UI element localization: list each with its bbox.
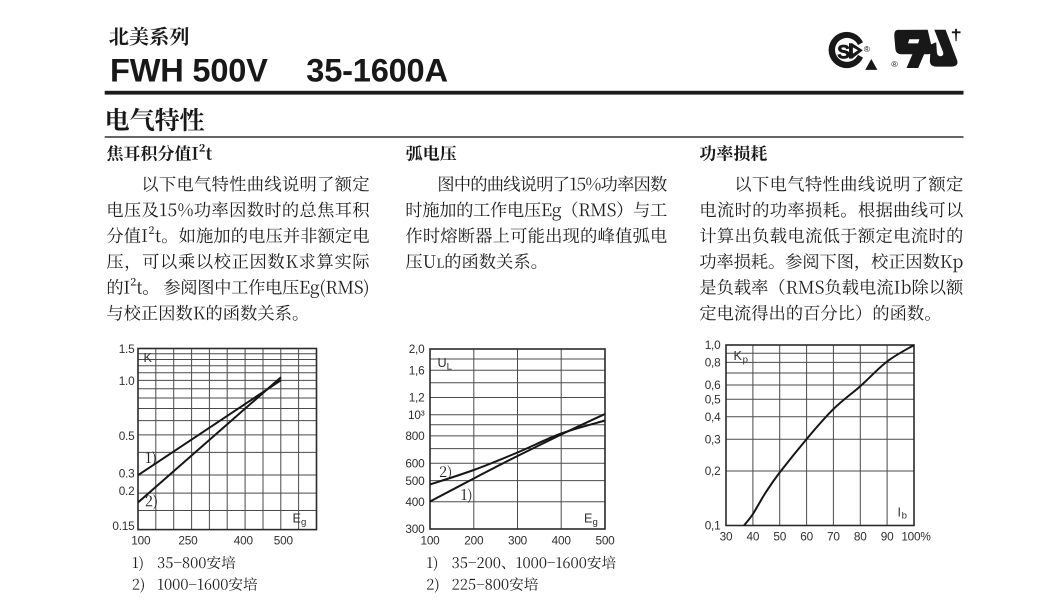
svg-text:80: 80 — [854, 530, 867, 544]
svg-text:0,4: 0,4 — [705, 410, 721, 424]
svg-text:U: U — [438, 356, 447, 370]
svg-text:400: 400 — [234, 534, 254, 548]
svg-text:0,3: 0,3 — [705, 433, 721, 447]
svg-text:E: E — [584, 512, 592, 526]
svg-text:100: 100 — [131, 534, 151, 548]
svg-text:40: 40 — [747, 530, 760, 544]
svg-text:®: ® — [891, 59, 898, 69]
svg-text:1.5: 1.5 — [119, 342, 135, 356]
svg-text:g: g — [301, 517, 306, 528]
svg-text:E: E — [293, 512, 301, 526]
svg-text:70: 70 — [827, 530, 840, 544]
svg-text:1,0: 1,0 — [705, 338, 721, 352]
svg-text:400: 400 — [552, 533, 572, 547]
svg-text:K: K — [144, 351, 153, 365]
svg-text:1,2: 1,2 — [409, 391, 425, 405]
svg-text:90: 90 — [881, 530, 894, 544]
svg-text:0,6: 0,6 — [705, 378, 721, 392]
svg-text:0.3: 0.3 — [119, 467, 135, 481]
svg-text:600: 600 — [405, 456, 425, 470]
svg-text:FWH 500V: FWH 500V — [110, 52, 268, 89]
svg-text:®: ® — [864, 44, 871, 54]
svg-text:1,6: 1,6 — [409, 363, 425, 377]
svg-text:g: g — [593, 517, 598, 528]
svg-text:b: b — [902, 511, 907, 522]
svg-text:0.2: 0.2 — [119, 484, 135, 498]
svg-text:K: K — [734, 349, 743, 363]
svg-text:I: I — [898, 506, 902, 520]
svg-text:0,8: 0,8 — [705, 356, 721, 370]
svg-text:100: 100 — [420, 533, 440, 547]
svg-text:800: 800 — [405, 429, 425, 443]
svg-text:500: 500 — [405, 474, 425, 488]
svg-text:L: L — [447, 361, 453, 372]
svg-text:2,0: 2,0 — [409, 342, 425, 356]
svg-text:60: 60 — [800, 530, 813, 544]
svg-text:200: 200 — [464, 533, 484, 547]
svg-text:S: S — [837, 42, 850, 63]
svg-text:500: 500 — [274, 534, 294, 548]
svg-text:50: 50 — [773, 530, 786, 544]
svg-text:30: 30 — [720, 530, 733, 544]
svg-text:35-1600A: 35-1600A — [306, 52, 448, 89]
svg-text:1.0: 1.0 — [119, 374, 135, 388]
svg-text:400: 400 — [405, 495, 425, 509]
svg-text:500: 500 — [595, 533, 615, 547]
svg-text:0,1: 0,1 — [705, 519, 721, 533]
svg-text:p: p — [743, 354, 748, 365]
svg-text:300: 300 — [405, 522, 425, 536]
svg-text:0,5: 0,5 — [705, 393, 721, 407]
svg-text:0.15: 0.15 — [112, 519, 135, 533]
svg-text:250: 250 — [178, 534, 198, 548]
svg-text:100%: 100% — [901, 530, 931, 544]
svg-text:10³: 10³ — [408, 408, 425, 422]
svg-text:0.5: 0.5 — [119, 429, 135, 443]
svg-text:0,2: 0,2 — [705, 464, 721, 478]
svg-text:300: 300 — [508, 533, 528, 547]
